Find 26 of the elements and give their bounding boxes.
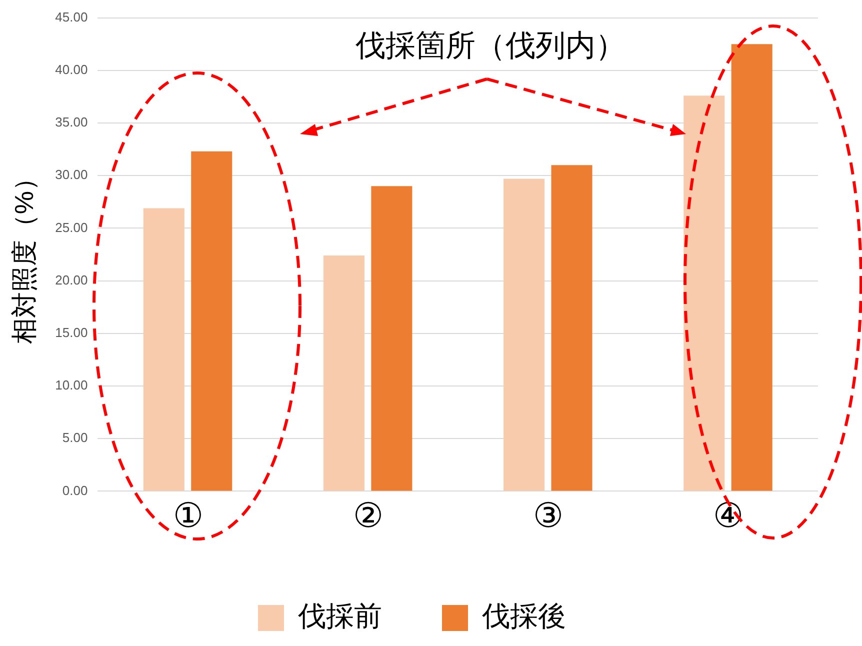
y-tick-label: 15.00 [55, 324, 88, 340]
y-tick-label: 35.00 [55, 114, 88, 130]
y-tick-label: 5.00 [62, 430, 88, 446]
x-tick-label: ① [172, 496, 203, 535]
x-tick-label: ④ [712, 496, 743, 535]
legend-label: 伐採後 [482, 599, 566, 632]
bar [551, 165, 592, 491]
annotation: 伐採箇所（伐列内） [355, 28, 626, 64]
y-axis-title: 相対照度（%） [8, 164, 39, 344]
bar [731, 44, 772, 491]
y-tick-label: 40.00 [55, 62, 88, 77]
x-tick-label: ③ [532, 496, 563, 535]
y-tick-label: 30.00 [55, 167, 88, 182]
bar [323, 256, 364, 491]
bar [684, 96, 725, 491]
legend-label: 伐採前 [298, 599, 382, 632]
y-tick-label: 20.00 [55, 272, 88, 288]
y-tick-label: 25.00 [55, 220, 88, 235]
bar [504, 178, 545, 491]
bar [371, 186, 412, 491]
bar [191, 151, 232, 491]
y-tick-label: 45.00 [55, 9, 88, 24]
y-tick-label: 10.00 [55, 378, 88, 393]
y-tick-label: 0.00 [62, 482, 88, 498]
x-tick-label: ② [352, 496, 383, 535]
bar [143, 208, 184, 491]
